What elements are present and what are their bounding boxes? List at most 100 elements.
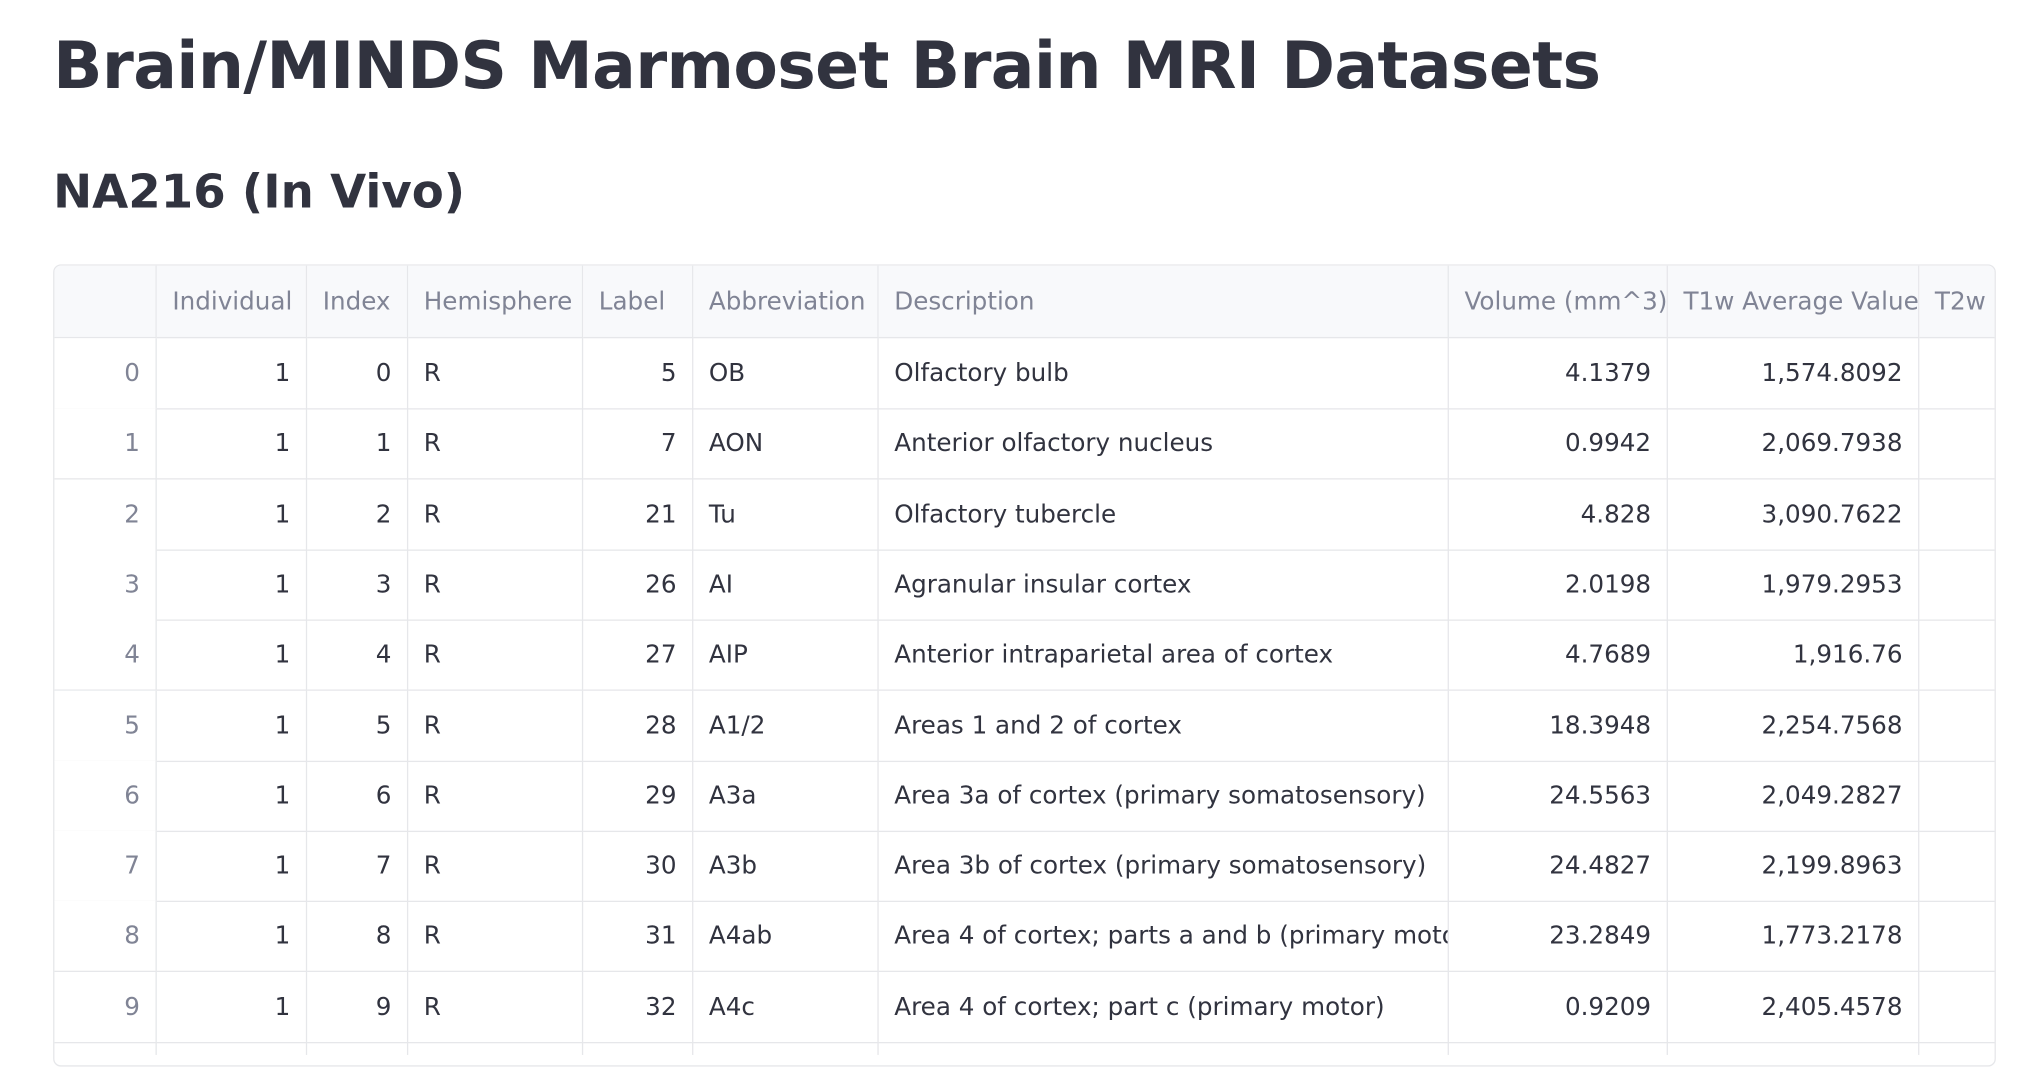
row-index: 2 (54, 478, 157, 551)
table-cell: 1 (156, 690, 308, 762)
table-cell: AON (693, 408, 879, 480)
table-cell: R (408, 760, 584, 832)
partial-row-cell (157, 1041, 308, 1055)
partial-row-cell (583, 1041, 694, 1055)
table-cell: 9 (307, 971, 409, 1043)
table-cell: 30 (583, 830, 694, 903)
column-header[interactable]: Label (583, 265, 694, 339)
table-cell: 1 (156, 478, 308, 551)
table-cell: A4ab (693, 901, 879, 973)
table-cell: Area 4 of cortex; part c (primary motor) (878, 971, 1449, 1043)
table-cell: 4.828 (1448, 478, 1668, 551)
table-cell: 28 (583, 690, 694, 762)
header-corner (54, 265, 157, 339)
table-cell: Tu (693, 478, 879, 551)
table-cell: 2.0198 (1448, 549, 1668, 621)
table-cell: R (408, 619, 584, 692)
table-cell-empty (1919, 690, 1995, 762)
table-cell: 5 (307, 690, 409, 762)
partial-row-cell (879, 1041, 1449, 1055)
table-cell: R (408, 408, 584, 480)
table-cell: A3a (693, 760, 879, 832)
table-cell: AIP (693, 619, 879, 692)
table-cell: R (408, 971, 584, 1043)
column-header[interactable]: Index (307, 265, 409, 339)
table-cell: 0 (307, 338, 409, 410)
table-cell: 1,574.8092 (1667, 338, 1920, 410)
row-index: 4 (54, 619, 157, 692)
table-cell: 3 (307, 549, 409, 621)
partial-row-cell (54, 1041, 157, 1055)
column-header[interactable]: T2w (1919, 265, 1995, 339)
row-index: 6 (54, 760, 157, 832)
row-index: 3 (54, 549, 157, 621)
row-index: 5 (54, 690, 157, 762)
table-cell: 8 (307, 901, 409, 973)
section-title: NA216 (In Vivo) (53, 165, 466, 220)
table-cell: 31 (583, 901, 694, 973)
table-cell-empty (1919, 549, 1995, 621)
table-cell: 6 (307, 760, 409, 832)
table-cell: 1 (156, 338, 308, 410)
page-title: Brain/MINDS Marmoset Brain MRI Datasets (53, 28, 1601, 104)
column-header[interactable]: Volume (mm^3) (1448, 265, 1668, 339)
column-header[interactable]: T1w Average Value (1667, 265, 1920, 339)
column-header[interactable]: Abbreviation (693, 265, 879, 339)
table-cell: 3,090.7622 (1667, 478, 1920, 551)
table-cell-empty (1919, 479, 1995, 551)
partial-row-cell (1668, 1041, 1920, 1055)
table-cell: R (408, 901, 584, 973)
table-cell: Area 3b of cortex (primary somatosensory… (878, 830, 1449, 903)
table-cell: 1 (156, 971, 308, 1043)
table-cell: 2,254.7568 (1667, 690, 1920, 762)
table-cell: 4.7689 (1448, 619, 1668, 692)
table-cell: A1/2 (693, 690, 879, 762)
table-cell: Olfactory bulb (878, 338, 1449, 410)
table-cell: R (408, 549, 584, 621)
table-cell: Area 4 of cortex; parts a and b (primary… (878, 901, 1449, 973)
table-cell: 2 (307, 478, 409, 551)
table-cell: 24.4827 (1448, 830, 1668, 903)
table-cell: 7 (583, 408, 694, 480)
row-index: 0 (54, 338, 157, 410)
table-cell: R (408, 338, 584, 410)
table-cell: 4.1379 (1448, 338, 1668, 410)
table-cell: 2,069.7938 (1667, 408, 1920, 480)
row-index: 1 (54, 408, 157, 480)
table-cell: 26 (583, 549, 694, 621)
table-cell: Agranular insular cortex (878, 549, 1449, 621)
table-cell: 1 (156, 549, 308, 621)
row-index: 7 (54, 830, 157, 903)
table-cell: 1,773.2178 (1667, 901, 1920, 973)
table-cell: R (408, 690, 584, 762)
table-cell: Anterior olfactory nucleus (878, 408, 1449, 480)
column-header[interactable]: Hemisphere (408, 265, 584, 339)
row-index: 9 (54, 971, 157, 1043)
table-cell: 27 (583, 619, 694, 692)
table-cell: 24.5563 (1448, 760, 1668, 832)
table-cell: OB (693, 338, 879, 410)
table-cell: 1 (156, 901, 308, 973)
partial-row-cell (693, 1041, 879, 1055)
table-cell: 4 (307, 619, 409, 692)
table-cell: 1 (156, 760, 308, 832)
data-table[interactable]: Individual Index Hemisphere Label Abbreviati… (53, 264, 1996, 1067)
column-header[interactable]: Individual (156, 265, 308, 339)
table-cell: 1 (156, 408, 308, 480)
partial-row-cell (408, 1041, 584, 1055)
table-cell-empty (1919, 620, 1995, 692)
table-cell: A4c (693, 971, 879, 1043)
partial-row-cell (307, 1041, 409, 1055)
table-cell: 2,405.4578 (1667, 971, 1920, 1043)
table-cell: Area 3a of cortex (primary somatosensory… (878, 760, 1449, 832)
partial-row-cell (1919, 1042, 1994, 1055)
table-cell: Olfactory tubercle (878, 478, 1449, 551)
table-cell: 1,979.2953 (1667, 549, 1920, 621)
table-cell: 5 (583, 338, 694, 410)
table-cell: R (408, 478, 584, 551)
column-header[interactable]: Description (878, 265, 1449, 339)
table-cell: 18.3948 (1448, 690, 1668, 762)
table-cell: 0.9209 (1448, 971, 1668, 1043)
